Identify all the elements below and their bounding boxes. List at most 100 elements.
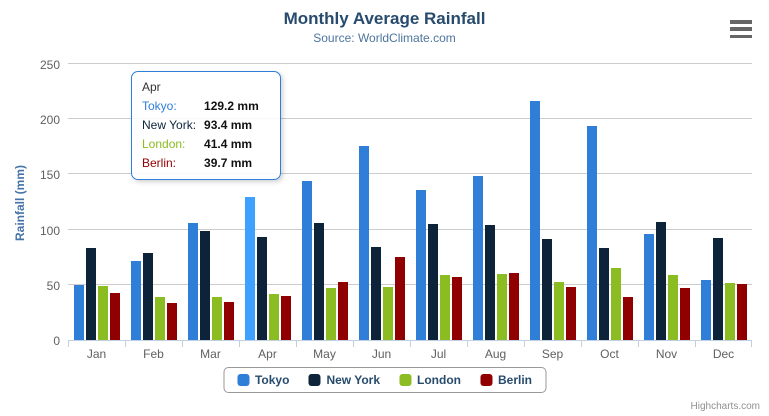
bar-london-aug[interactable] xyxy=(496,274,507,340)
bar-tokyo-aug[interactable] xyxy=(472,176,483,340)
legend: Tokyo New York London Berlin xyxy=(222,367,547,393)
gridline-250 xyxy=(68,63,752,64)
bar-berlin-jun[interactable] xyxy=(394,256,405,340)
bar-berlin-mar[interactable] xyxy=(223,301,234,340)
bar-tokyo-jan[interactable] xyxy=(73,284,84,340)
tooltip-series-label: New York: xyxy=(142,118,197,132)
bar-tokyo-jun[interactable] xyxy=(358,145,369,340)
bar-berlin-aug[interactable] xyxy=(508,273,519,340)
bar-london-jun[interactable] xyxy=(382,286,393,340)
bar-tokyo-sep[interactable] xyxy=(529,101,540,340)
bar-tokyo-may[interactable] xyxy=(301,181,312,340)
hamburger-icon xyxy=(730,34,752,38)
legend-item-tokyo[interactable]: Tokyo xyxy=(236,373,290,387)
bar-berlin-may[interactable] xyxy=(337,281,348,340)
tooltip-series-value: 129.2 mm xyxy=(204,99,259,113)
legend-swatch-icon xyxy=(480,374,492,386)
x-axis-tick xyxy=(353,341,354,347)
bar-berlin-feb[interactable] xyxy=(166,303,177,340)
bar-new-york-jan[interactable] xyxy=(85,247,96,340)
x-axis-label-apr: Apr xyxy=(258,347,277,361)
legend-swatch-icon xyxy=(308,374,321,386)
bar-tokyo-apr[interactable] xyxy=(244,197,255,340)
bar-new-york-oct[interactable] xyxy=(598,247,609,340)
tooltip-rows: Tokyo: 129.2 mm New York: 93.4 mm London: 41.… xyxy=(142,99,270,170)
bar-london-jul[interactable] xyxy=(439,274,450,340)
category-group-apr xyxy=(239,65,296,340)
bar-tokyo-oct[interactable] xyxy=(586,125,597,340)
legend-swatch-icon xyxy=(236,374,249,386)
chart-title: Monthly Average Rainfall xyxy=(283,9,486,28)
gridline-50 xyxy=(68,283,752,285)
bar-london-apr[interactable] xyxy=(268,294,279,340)
tooltip-series-label: London: xyxy=(142,137,186,151)
y-axis-label-0: 0 xyxy=(53,334,60,348)
tooltip: Apr Tokyo: 129.2 mm New York: 93.4 mm London… xyxy=(131,71,281,180)
x-axis-tick xyxy=(751,341,752,347)
bar-new-york-sep[interactable] xyxy=(541,239,552,340)
bar-new-york-feb[interactable] xyxy=(142,253,153,340)
x-axis-labels: Jan Feb Mar Apr May Jun Jul Aug Sep Oct Nov Dec xyxy=(68,347,752,361)
x-axis-tick xyxy=(296,341,297,347)
bar-tokyo-mar[interactable] xyxy=(187,222,198,340)
bar-london-sep[interactable] xyxy=(553,282,564,340)
x-axis-tick xyxy=(695,341,696,347)
hamburger-icon xyxy=(730,20,752,24)
gridline-150 xyxy=(68,173,752,175)
x-axis-tick xyxy=(638,341,639,347)
bar-berlin-jul[interactable] xyxy=(451,276,462,340)
x-axis-tick xyxy=(467,341,468,347)
bar-berlin-nov[interactable] xyxy=(679,288,690,340)
x-axis-label-oct: Oct xyxy=(600,347,619,361)
category-group-feb xyxy=(125,65,182,340)
legend-item-berlin[interactable]: Berlin xyxy=(480,373,532,387)
bar-berlin-apr[interactable] xyxy=(280,296,291,340)
bar-new-york-may[interactable] xyxy=(313,222,324,340)
bar-london-oct[interactable] xyxy=(610,268,621,340)
x-axis-label-jun: Jun xyxy=(371,347,392,361)
y-axis-label-150: 150 xyxy=(39,168,60,183)
x-axis-label-aug: Aug xyxy=(484,347,507,361)
bar-london-mar[interactable] xyxy=(211,296,222,340)
bar-london-dec[interactable] xyxy=(724,283,735,340)
category-group-sep xyxy=(524,65,581,340)
x-axis-tick xyxy=(239,341,240,347)
export-menu-button[interactable] xyxy=(729,20,753,38)
x-axis-label-jan: Jan xyxy=(86,347,107,361)
credits-link[interactable]: Highcharts.com xyxy=(690,401,760,412)
bar-london-nov[interactable] xyxy=(667,274,678,340)
bar-berlin-jan[interactable] xyxy=(109,293,120,340)
tooltip-series-value: 93.4 mm xyxy=(204,118,253,132)
category-group-jan xyxy=(68,65,125,340)
legend-item-london[interactable]: London xyxy=(399,373,461,387)
bar-new-york-jul[interactable] xyxy=(427,224,438,340)
bar-berlin-sep[interactable] xyxy=(565,287,576,340)
bar-tokyo-jul[interactable] xyxy=(415,190,426,340)
bar-new-york-dec[interactable] xyxy=(712,238,723,340)
bar-berlin-oct[interactable] xyxy=(622,296,633,340)
x-axis-label-nov: Nov xyxy=(655,347,678,361)
bar-new-york-jun[interactable] xyxy=(370,246,381,340)
bar-tokyo-dec[interactable] xyxy=(700,279,711,340)
bar-new-york-mar[interactable] xyxy=(199,231,210,340)
bar-berlin-dec[interactable] xyxy=(736,283,747,340)
bar-tokyo-nov[interactable] xyxy=(643,234,654,340)
tooltip-series-label: Berlin: xyxy=(142,156,177,170)
x-axis-label-jul: Jul xyxy=(430,347,447,361)
x-axis-label-sep: Sep xyxy=(541,347,564,361)
legend-item-new-york[interactable]: New York xyxy=(308,373,380,387)
bar-new-york-aug[interactable] xyxy=(484,224,495,340)
bar-tokyo-feb[interactable] xyxy=(130,261,141,340)
category-group-jul xyxy=(410,65,467,340)
y-axis-label-200: 200 xyxy=(39,113,60,128)
gridline-100 xyxy=(68,228,752,230)
bar-london-may[interactable] xyxy=(325,288,336,340)
bar-london-feb[interactable] xyxy=(154,297,165,340)
legend-label: Tokyo xyxy=(254,373,290,387)
bar-london-jan[interactable] xyxy=(97,286,108,340)
bar-new-york-apr[interactable] xyxy=(256,236,267,340)
x-axis-tick xyxy=(410,341,411,347)
y-axis-label-250: 250 xyxy=(39,58,60,72)
x-axis-tick xyxy=(524,341,525,347)
bar-new-york-nov[interactable] xyxy=(655,222,666,340)
